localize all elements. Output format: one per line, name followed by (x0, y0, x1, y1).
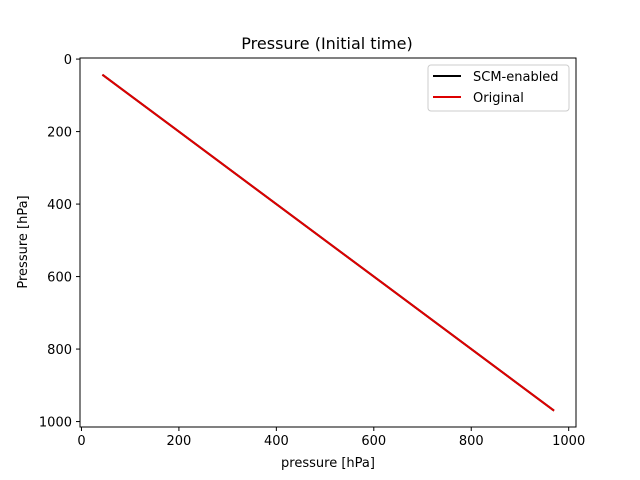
legend-label-original: Original (473, 91, 524, 106)
x-tick-label: 600 (361, 434, 386, 449)
y-axis-label: Pressure [hPa] (16, 195, 31, 288)
x-tick-label: 800 (459, 434, 484, 449)
y-tick-label: 400 (47, 198, 72, 213)
legend-box (427, 64, 570, 112)
x-tick-label: 1000 (552, 434, 585, 449)
x-tick-label: 0 (77, 434, 85, 449)
series-lines (101, 73, 555, 412)
y-tick-label: 1000 (39, 416, 72, 431)
y-tick-label: 800 (47, 343, 72, 358)
y-tick-label: 200 (47, 126, 72, 141)
chart-title: Pressure (Initial time) (241, 34, 412, 53)
legend: SCM-enabled Original (427, 64, 570, 112)
y-axis-ticks: 0 200 400 600 800 1000 (39, 53, 80, 431)
y-tick-label: 0 (64, 53, 72, 68)
x-axis-ticks: 0 200 400 600 800 1000 (77, 427, 585, 449)
x-tick-label: 200 (166, 434, 191, 449)
series-line-original (101, 73, 555, 412)
legend-label-scm-enabled: SCM-enabled (473, 70, 559, 85)
y-tick-label: 600 (47, 271, 72, 286)
x-tick-label: 400 (264, 434, 289, 449)
x-axis-label: pressure [hPa] (281, 456, 375, 471)
plot-frame (79, 57, 577, 428)
